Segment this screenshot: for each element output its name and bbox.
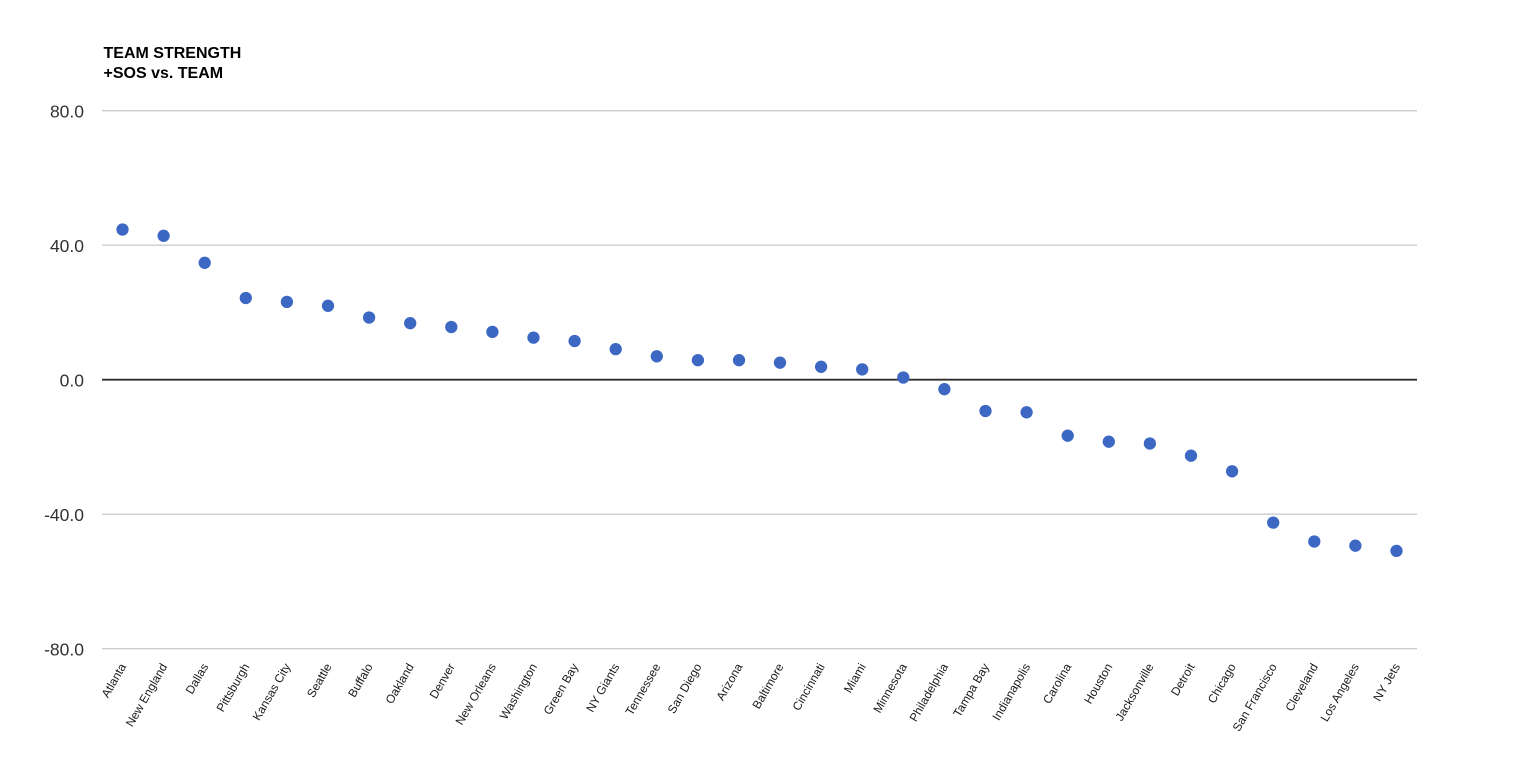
svg-text:TEAM STRENGTH: TEAM STRENGTH bbox=[104, 45, 242, 62]
svg-text:Carolina: Carolina bbox=[1040, 661, 1074, 707]
svg-text:Los Angeles: Los Angeles bbox=[1317, 661, 1362, 724]
svg-text:Indianapolis: Indianapolis bbox=[989, 661, 1033, 723]
svg-text:Arizona: Arizona bbox=[713, 661, 745, 703]
svg-text:Minnesota: Minnesota bbox=[870, 661, 910, 716]
svg-text:Tennessee: Tennessee bbox=[623, 661, 664, 718]
svg-text:Seattle: Seattle bbox=[304, 661, 335, 700]
svg-text:0.0: 0.0 bbox=[60, 370, 85, 390]
svg-text:NY Jets: NY Jets bbox=[1370, 661, 1403, 704]
svg-text:-40.0: -40.0 bbox=[44, 505, 84, 525]
svg-text:Baltimore: Baltimore bbox=[749, 661, 786, 712]
svg-text:Kansas City: Kansas City bbox=[250, 661, 294, 723]
svg-text:Tampa Bay: Tampa Bay bbox=[950, 661, 992, 720]
svg-text:Houston: Houston bbox=[1081, 661, 1115, 706]
svg-text:NY Giants: NY Giants bbox=[583, 661, 622, 715]
svg-text:Dallas: Dallas bbox=[183, 661, 212, 697]
svg-text:Denver: Denver bbox=[427, 661, 458, 701]
svg-text:Philadelphia: Philadelphia bbox=[906, 661, 951, 724]
svg-text:New England: New England bbox=[123, 661, 170, 729]
svg-text:Detroit: Detroit bbox=[1168, 660, 1198, 698]
svg-text:Green Bay: Green Bay bbox=[541, 661, 582, 717]
svg-text:New Orleans: New Orleans bbox=[453, 661, 500, 728]
svg-text:Miami: Miami bbox=[841, 661, 869, 695]
svg-text:Chicago: Chicago bbox=[1205, 661, 1239, 706]
svg-text:Pittsburgh: Pittsburgh bbox=[214, 661, 253, 714]
svg-text:Cleveland: Cleveland bbox=[1282, 661, 1321, 714]
svg-text:Atlanta: Atlanta bbox=[98, 661, 129, 700]
svg-text:Cincinnati: Cincinnati bbox=[789, 661, 827, 713]
svg-text:Washington: Washington bbox=[497, 661, 540, 722]
svg-text:-80.0: -80.0 bbox=[44, 639, 84, 659]
svg-text:40.0: 40.0 bbox=[50, 236, 84, 256]
svg-text:Oakland: Oakland bbox=[383, 661, 417, 706]
svg-text:Buffalo: Buffalo bbox=[345, 661, 376, 700]
svg-text:80.0: 80.0 bbox=[50, 101, 84, 121]
svg-text:San Diego: San Diego bbox=[665, 661, 705, 716]
svg-text:Jacksonville: Jacksonville bbox=[1112, 661, 1156, 724]
svg-text:San Francisco: San Francisco bbox=[1230, 661, 1280, 734]
svg-text:+SOS vs. TEAM: +SOS vs. TEAM bbox=[104, 65, 224, 82]
